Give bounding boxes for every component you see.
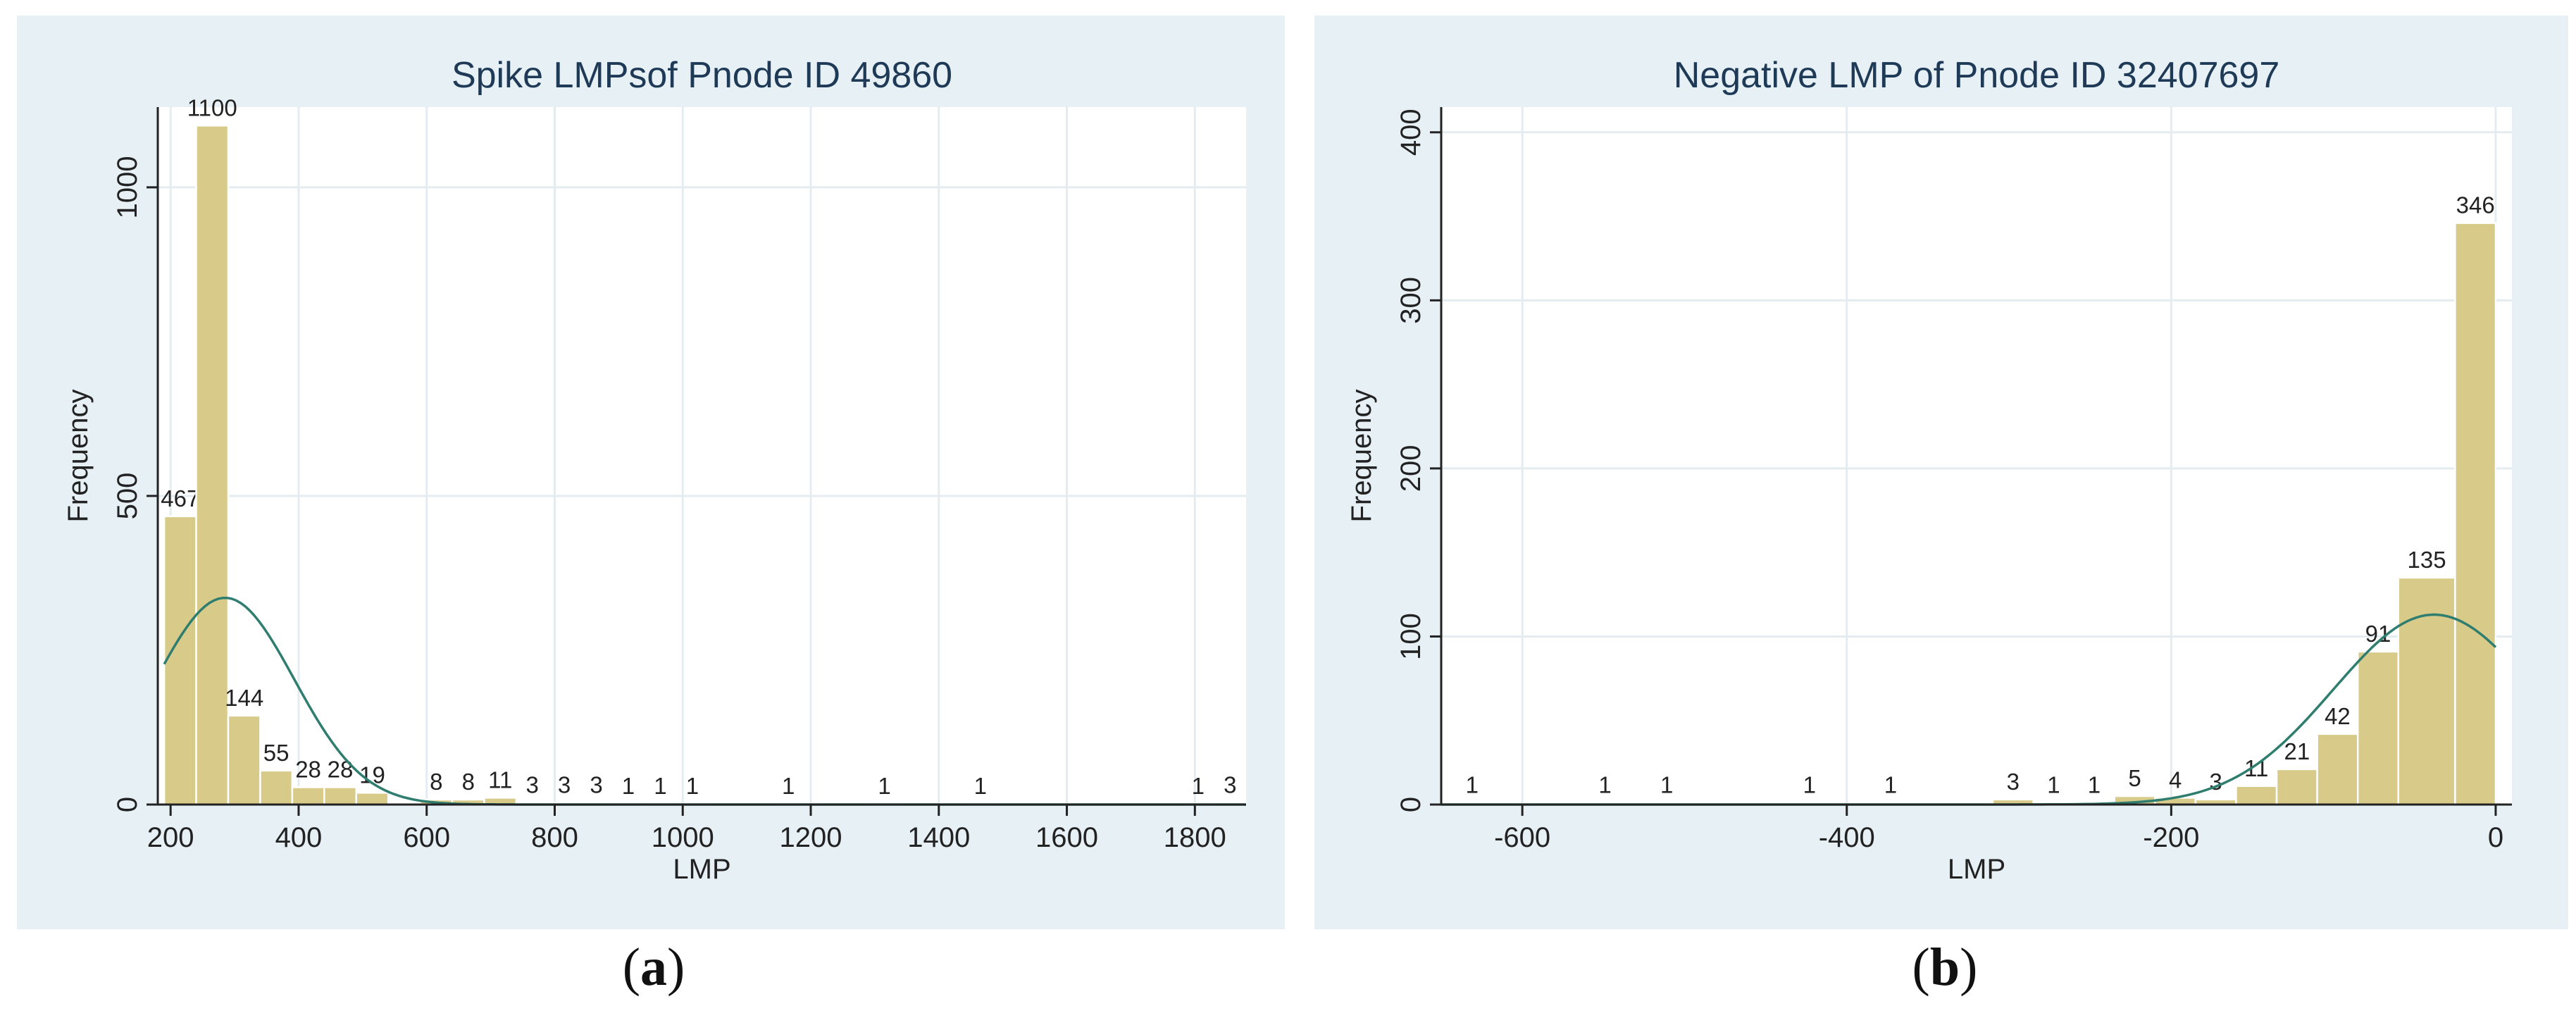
bar-value-label: 42 <box>2325 703 2351 729</box>
bar-value-label: 135 <box>2408 547 2446 573</box>
bar-value-label: 8 <box>462 769 475 795</box>
x-tick-label: 1800 <box>1164 822 1226 853</box>
bar-value-label: 21 <box>2284 738 2310 764</box>
bar-value-label: 1 <box>2088 772 2101 798</box>
bar-value-label: 3 <box>1224 771 1236 797</box>
plot-area <box>158 107 1246 805</box>
x-tick-label: 200 <box>147 822 194 853</box>
bar-value-label: 3 <box>525 771 538 797</box>
x-tick-label: -400 <box>1819 822 1875 853</box>
x-tick-label: 1200 <box>780 822 842 853</box>
histogram-bar <box>2316 733 2359 806</box>
y-axis-label: Frequency <box>1346 390 1377 523</box>
histogram-bar <box>2454 222 2497 806</box>
bar-value-label: 3 <box>2007 769 2020 795</box>
bar-value-label: 3 <box>590 771 602 797</box>
y-tick-label: 200 <box>1395 445 1426 492</box>
x-tick-label: 0 <box>2488 822 2503 853</box>
bar-value-label: 1 <box>782 773 795 799</box>
y-axis-label: Frequency <box>63 390 94 523</box>
y-tick-label: 400 <box>1395 108 1426 156</box>
histogram-bar <box>227 714 261 806</box>
y-tick-label: 100 <box>1395 613 1426 660</box>
bar-value-label: 1 <box>622 773 635 799</box>
bar-value-label: 1 <box>1660 772 1673 798</box>
y-tick-label: 0 <box>1395 797 1426 812</box>
bar-value-label: 1 <box>1466 772 1479 798</box>
y-tick-label: 500 <box>112 473 143 520</box>
bar-value-label: 1 <box>686 773 699 799</box>
bar-value-label: 5 <box>2128 765 2141 791</box>
bar-value-label: 1100 <box>187 94 237 120</box>
bar-value-label: 11 <box>488 766 512 793</box>
chart-title: Spike LMPsof Pnode ID 49860 <box>452 55 952 96</box>
bar-value-label: 28 <box>295 756 321 782</box>
bar-value-label: 1 <box>1884 772 1897 798</box>
caption-b: (b) <box>1912 938 1978 997</box>
bar-value-label: 1 <box>878 773 890 799</box>
histogram-bar <box>291 786 325 806</box>
caption-a: (a) <box>622 938 685 997</box>
x-tick-label: 600 <box>403 822 450 853</box>
histogram-bar <box>2397 576 2456 806</box>
bar-value-label: 1 <box>1192 773 1205 799</box>
histogram-bar <box>2356 650 2400 806</box>
bar-value-label: 346 <box>2456 192 2495 218</box>
x-tick-label: 1600 <box>1035 822 1098 853</box>
plot-area <box>1441 107 2512 805</box>
histogram-bar <box>195 125 230 806</box>
bar-value-label: 4 <box>2169 766 2182 793</box>
bar-value-label: 1 <box>974 773 987 799</box>
bar-value-label: 1 <box>1803 772 1816 798</box>
x-axis-label: LMP <box>1948 854 2005 885</box>
x-tick-label: 800 <box>531 822 578 853</box>
x-tick-label: 1000 <box>652 822 714 853</box>
histogram-bar <box>2235 785 2278 806</box>
x-tick-label: -200 <box>2143 822 2199 853</box>
histogram-bar <box>323 786 357 806</box>
bar-value-label: 28 <box>328 756 354 782</box>
bar-value-label: 467 <box>161 485 199 511</box>
x-tick-label: -600 <box>1494 822 1550 853</box>
bar-value-label: 3 <box>558 771 571 797</box>
histogram-bar <box>2275 768 2318 806</box>
bar-value-label: 8 <box>430 769 442 795</box>
chart-panel-a: 467 1100 144 55 28 28 19 8 8 11 3 3 3 1 1 1 1 1 1 1 3 200 400 6… <box>17 15 1285 929</box>
histogram-bar <box>355 792 390 806</box>
y-tick-label: 300 <box>1395 277 1426 324</box>
histogram-bar <box>163 515 197 806</box>
bar-value-label: 1 <box>2047 772 2060 798</box>
bar-value-label: 3 <box>2210 769 2222 795</box>
chart-title: Negative LMP of Pnode ID 32407697 <box>1674 55 2280 96</box>
bar-value-label: 1 <box>1598 772 1611 798</box>
bar-value-label: 55 <box>263 740 290 766</box>
chart-panel-b: 1 1 1 1 1 3 1 1 5 4 3 11 21 42 91 135 346 -600 -400 -200 0 0 1… <box>1314 15 2568 929</box>
x-axis-label: LMP <box>673 854 730 885</box>
bar-value-label: 1 <box>654 773 666 799</box>
x-tick-label: 1400 <box>907 822 970 853</box>
y-tick-label: 1000 <box>112 156 143 218</box>
bar-value-label: 144 <box>225 685 263 711</box>
x-tick-label: 400 <box>275 822 323 853</box>
histogram-bar <box>259 769 294 806</box>
y-tick-label: 0 <box>112 797 143 812</box>
